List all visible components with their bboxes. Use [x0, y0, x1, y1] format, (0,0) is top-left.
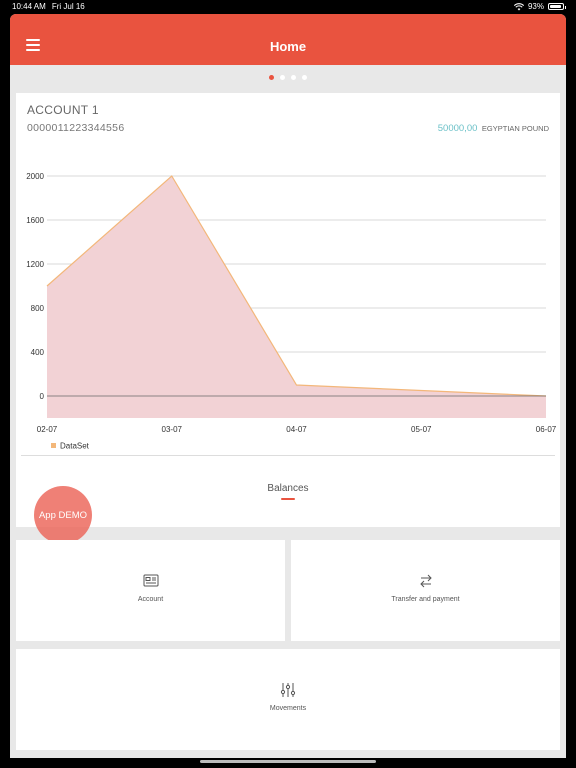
tab-active-indicator: [281, 498, 295, 500]
account-number: 0000011223344556: [27, 122, 125, 134]
status-time: 10:44 AM: [12, 2, 46, 11]
home-indicator[interactable]: [200, 760, 376, 763]
account-card: ACCOUNT 1 0000011223344556 50000,00 EGYP…: [16, 93, 560, 527]
balance-currency: EGYPTIAN POUND: [481, 124, 549, 133]
battery-percent: 93%: [527, 2, 544, 11]
x-tick-label: 05-07: [411, 425, 432, 434]
legend-swatch: [51, 443, 56, 448]
page-dot-2[interactable]: [280, 75, 285, 80]
divider: [21, 455, 555, 456]
balance-chart: 2000 1600 1200 800 400 0 02-07 03-07 04-07 05-07 0…: [26, 172, 557, 451]
app-window: Home ACCOUNT 1 0000011223344556 50000,00…: [10, 14, 566, 758]
transfer-tile-label: Transfer and payment: [391, 596, 460, 603]
app-header: Home: [10, 14, 566, 65]
y-tick-label: 800: [31, 304, 45, 313]
app-demo-badge[interactable]: App DEMO: [34, 486, 92, 544]
status-bar: 10:44 AM Fri Jul 16 93%: [0, 0, 576, 14]
x-tick-label: 04-07: [286, 425, 307, 434]
account-balance: 50000,00 EGYPTIAN POUND: [438, 123, 549, 134]
page-dot-4[interactable]: [302, 75, 307, 80]
page-indicator: [10, 75, 566, 80]
y-tick-label: 0: [40, 392, 45, 401]
legend-label: DataSet: [60, 442, 90, 451]
transfer-icon: [417, 572, 435, 590]
area-fill: [47, 176, 546, 418]
account-icon: [142, 572, 160, 590]
account-tile[interactable]: Account: [16, 540, 285, 641]
movements-icon: [279, 681, 297, 699]
transfer-tile[interactable]: Transfer and payment: [291, 540, 560, 641]
movements-tile-label: Movements: [269, 705, 307, 712]
page-dot-1[interactable]: [269, 75, 274, 80]
balance-amount: 50000,00: [437, 123, 478, 134]
account-name: ACCOUNT 1: [27, 103, 99, 117]
account-tile-label: Account: [137, 596, 164, 603]
x-tick-label: 02-07: [37, 425, 58, 434]
tab-balances[interactable]: Balances: [267, 483, 309, 494]
movements-tile[interactable]: Movements: [16, 649, 560, 750]
y-tick-label: 400: [31, 348, 45, 357]
x-tick-label: 06-07: [536, 425, 557, 434]
battery-icon: [548, 3, 566, 10]
x-tick-label: 03-07: [162, 425, 183, 434]
y-tick-label: 1600: [26, 216, 44, 225]
y-tick-label: 1200: [26, 260, 44, 269]
hamburger-menu-icon[interactable]: [26, 39, 40, 51]
wifi-icon: [513, 2, 524, 11]
series-line: [46, 175, 547, 397]
page-title: Home: [269, 39, 307, 54]
status-date: Fri Jul 16: [51, 2, 85, 11]
page-dot-3[interactable]: [291, 75, 296, 80]
y-tick-label: 2000: [26, 172, 44, 181]
